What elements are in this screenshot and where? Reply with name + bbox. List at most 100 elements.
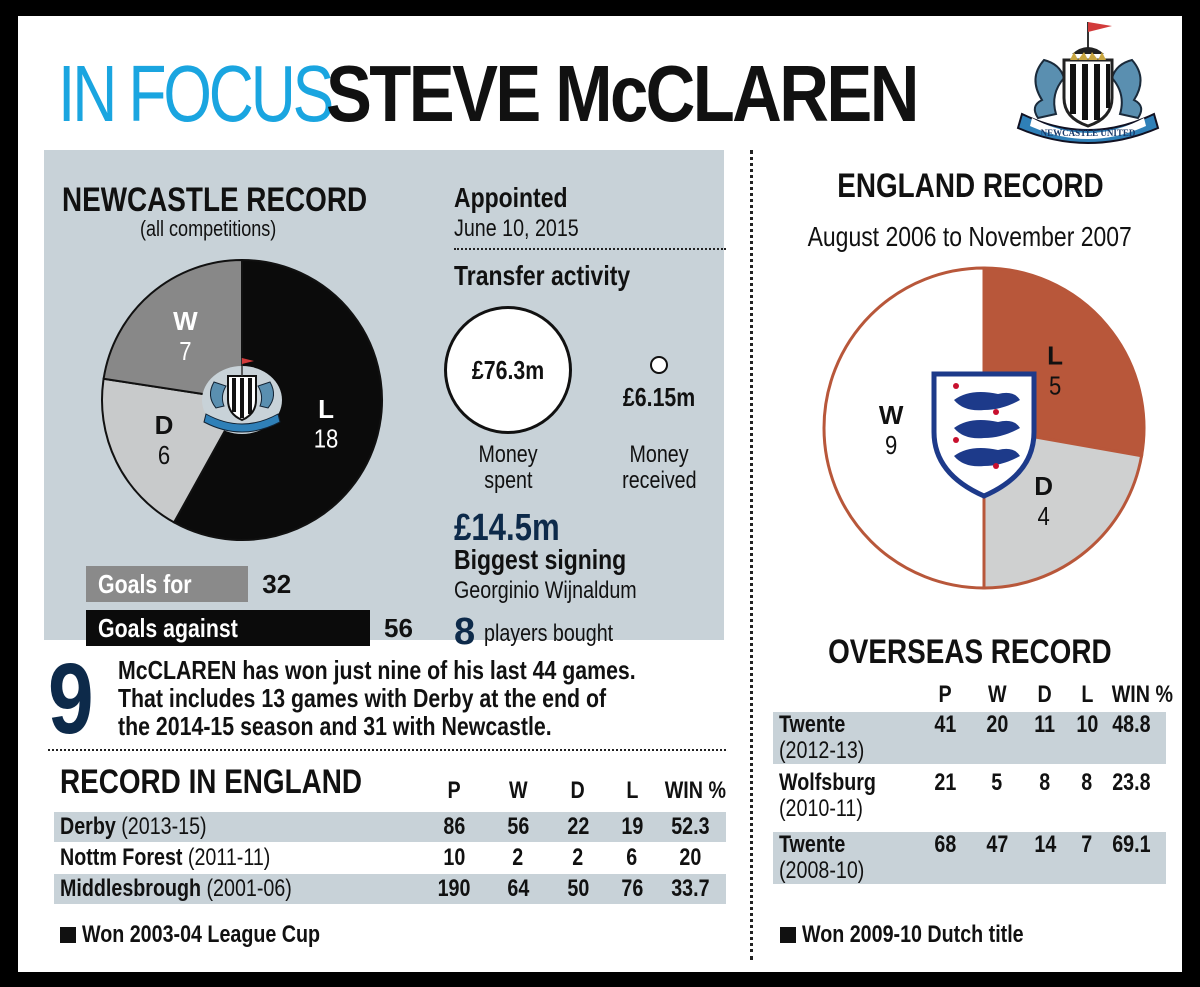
pie-label-d: D	[1034, 471, 1053, 501]
table-cell: 86	[443, 813, 465, 840]
table-cell: 20	[986, 711, 1008, 738]
column-header: L	[625, 777, 639, 804]
goals-against-bar: Goals against	[86, 610, 370, 646]
pie-label-l: L	[1047, 340, 1063, 370]
money-spent-value: £76.3m	[471, 355, 545, 385]
goals-for-bar: Goals for	[86, 566, 249, 602]
team-name: Twente (2008-10)	[779, 831, 865, 884]
transfer-activity-label: Transfer activity	[454, 260, 631, 291]
table-cell: 48.8	[1111, 711, 1151, 738]
money-received-value: £6.15m	[622, 382, 696, 412]
column-header: WIN %	[1111, 681, 1173, 708]
bullet-square-icon	[60, 927, 76, 943]
table-row: Middlesbrough (2001-06) 190 64 50 76 33.7	[54, 874, 726, 904]
newcastle-crest-icon: NEWCASTLE UNITED	[1016, 22, 1160, 144]
table-cell: 14	[1034, 831, 1056, 858]
biggest-signing-player: Georginio Wijnaldum	[454, 577, 637, 604]
biggest-signing-label: Biggest signing	[454, 544, 627, 575]
newcastle-record-subheading: (all competitions)	[139, 216, 277, 241]
table-cell: 68	[934, 831, 956, 858]
england-pie-chart: L5 D4 W9	[822, 266, 1146, 590]
pie-value-w: 9	[885, 431, 897, 460]
page-title: IN FOCUS STEVE McCLAREN	[58, 48, 919, 148]
pie-label-d: D	[155, 410, 174, 440]
money-spent-circle	[444, 306, 572, 434]
table-row: Twente (2008-10) 68 47 14 7 69.1	[773, 832, 1166, 884]
column-divider	[750, 150, 753, 960]
table-cell: 76	[621, 875, 643, 902]
overseas-record-table: P W D L WIN % Twente (2012-13) 41 20 11 10 48.8 Wolf…	[773, 16, 1173, 972]
money-spent-label-1: Money	[478, 441, 538, 468]
goals-against-label: Goals against	[98, 613, 238, 643]
table-cell: 10	[1076, 711, 1098, 738]
table-cell: 8	[1081, 769, 1093, 796]
table-cell: 190	[437, 875, 471, 902]
column-header: WIN %	[664, 777, 726, 804]
england-footnote: Won 2003-04 League Cup	[82, 921, 321, 948]
infographic-card: IN FOCUS STEVE McCLAREN NEWCASTLE UNITED…	[18, 16, 1182, 972]
column-header: W	[987, 681, 1007, 708]
money-received-circle	[650, 356, 668, 374]
table-row: Nottm Forest (2011-11) 10 2 2 6 20	[54, 843, 726, 873]
table-cell: 8	[1039, 769, 1051, 796]
divider	[48, 749, 726, 751]
table-cell: 2	[572, 844, 584, 871]
table-cell: 56	[507, 813, 529, 840]
stat-nine-line: That includes 13 games with Derby at the…	[118, 683, 607, 713]
newcastle-crest-text: NEWCASTLE UNITED	[1041, 128, 1136, 138]
appointed-date: June 10, 2015	[454, 215, 579, 242]
money-received-label-2: received	[621, 467, 697, 494]
column-header: L	[1080, 681, 1094, 708]
table-row: Derby (2013-15) 86 56 22 19 52.3	[54, 812, 726, 842]
table-cell: 6	[626, 844, 638, 871]
stat-nine-line: the 2014-15 season and 31 with Newcastle…	[118, 711, 552, 741]
overseas-record-heading: OVERSEAS RECORD	[828, 633, 1112, 671]
england-badge-icon	[931, 371, 1037, 499]
newcastle-record-heading: NEWCASTLE RECORD	[62, 181, 368, 219]
team-name: Middlesbrough (2001-06)	[60, 875, 292, 902]
pie-label-w: W	[173, 306, 198, 336]
pie-slice-w	[822, 266, 986, 590]
table-cell: 19	[621, 813, 643, 840]
team-name: Wolfsburg (2010-11)	[779, 769, 876, 822]
pie-value-w: 7	[179, 338, 191, 367]
table-cell: 11	[1034, 711, 1056, 738]
table-cell: 41	[934, 711, 956, 738]
table-cell: 69.1	[1111, 831, 1151, 858]
divider	[454, 248, 726, 250]
team-name: Twente (2012-13)	[779, 711, 865, 764]
stat-nine-text: McCLAREN has won just nine of his last 4…	[118, 656, 749, 740]
team-name: Nottm Forest (2011-11)	[60, 844, 271, 871]
pie-value-l: 5	[1049, 372, 1061, 401]
pie-value-l: 18	[314, 425, 339, 454]
team-name: Derby (2013-15)	[60, 813, 207, 840]
table-cell: 50	[567, 875, 589, 902]
goals-for-value: 32	[262, 569, 292, 599]
overseas-footnote: Won 2009-10 Dutch title	[802, 921, 1024, 948]
pie-value-d: 6	[158, 442, 170, 471]
pie-value-d: 4	[1038, 502, 1050, 531]
table-cell: 52.3	[670, 813, 710, 840]
money-spent-label-2: spent	[483, 467, 533, 494]
pie-label-l: L	[318, 394, 334, 424]
goals-against-value: 56	[384, 613, 413, 643]
newcastle-small-crest-icon	[202, 358, 282, 434]
goals-for-label: Goals for	[98, 569, 192, 599]
column-header: D	[1037, 681, 1053, 708]
newcastle-pie-chart: L18 D6 W7	[101, 258, 383, 541]
title-prefix: IN FOCUS	[58, 49, 334, 138]
column-header: P	[938, 681, 952, 708]
money-received-label-1: Money	[629, 441, 689, 468]
table-cell: 20	[679, 844, 701, 871]
column-header: W	[508, 777, 528, 804]
newcastle-record-panel: NEWCASTLE RECORD (all competitions) L 18 D…	[44, 150, 726, 653]
pie-label-w: W	[879, 400, 904, 430]
column-header: D	[570, 777, 586, 804]
table-cell: 47	[986, 831, 1008, 858]
biggest-signing-value: £14.5m	[454, 507, 560, 549]
column-header: P	[447, 777, 461, 804]
england-record-heading: ENGLAND RECORD	[836, 167, 1104, 205]
england-record-subheading: August 2006 to November 2007	[807, 221, 1133, 252]
table-cell: 64	[507, 875, 529, 902]
pie-slice-w	[102, 258, 243, 402]
